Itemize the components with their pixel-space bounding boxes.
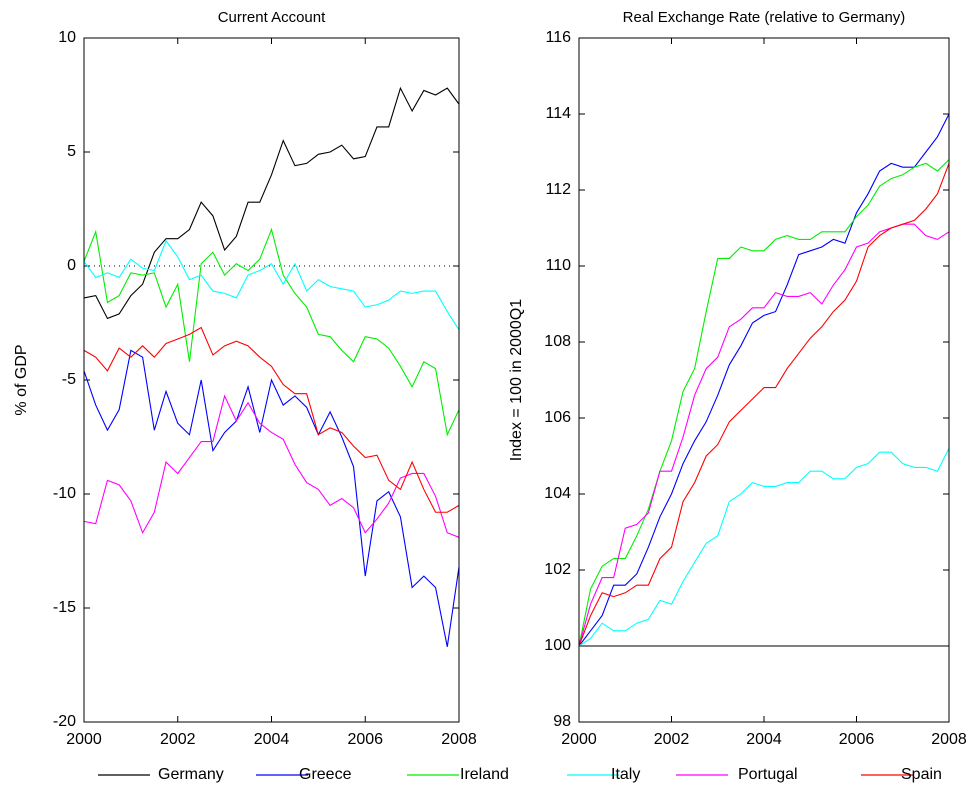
series-line xyxy=(83,86,460,320)
series-line xyxy=(83,394,460,538)
x-tick-label: 2000 xyxy=(561,731,597,748)
x-tick-label: 2006 xyxy=(347,731,383,748)
y-tick-label: -15 xyxy=(53,599,76,616)
legend-label: Spain xyxy=(901,766,942,783)
y-tick-label: 106 xyxy=(544,409,571,426)
y-tick-label: 98 xyxy=(553,713,571,730)
series-line xyxy=(578,448,950,647)
y-tick-label: -10 xyxy=(53,485,76,502)
legend-label: Ireland xyxy=(460,766,509,783)
x-tick-label: 2006 xyxy=(839,731,875,748)
series-line xyxy=(83,349,460,647)
series-line xyxy=(578,163,950,647)
series-line xyxy=(83,326,460,513)
y-tick-label: -5 xyxy=(62,371,76,388)
series-line xyxy=(578,113,950,647)
y-tick-label: 112 xyxy=(545,181,571,198)
chart-title: Current Account xyxy=(218,9,326,26)
y-tick-label: 110 xyxy=(545,257,571,274)
legend-label: Germany xyxy=(158,766,224,783)
y-tick-label: 116 xyxy=(545,29,571,46)
series-line xyxy=(83,239,460,331)
series-line xyxy=(578,159,950,647)
y-tick-label: 100 xyxy=(544,637,571,654)
x-tick-label: 2008 xyxy=(441,731,477,748)
legend-label: Portugal xyxy=(738,766,798,783)
plot-frame xyxy=(578,37,950,723)
legend-label: Greece xyxy=(299,766,352,783)
x-tick-label: 2002 xyxy=(654,731,690,748)
x-tick-label: 2004 xyxy=(746,731,782,748)
x-tick-label: 2004 xyxy=(254,731,290,748)
series-line xyxy=(83,227,460,437)
y-tick-label: 108 xyxy=(544,333,571,350)
y-tick-label: 10 xyxy=(58,29,76,46)
y-tick-label: 102 xyxy=(544,561,571,578)
y-tick-label: 5 xyxy=(67,143,76,160)
y-tick-label: 104 xyxy=(544,485,571,502)
y-axis-label: Index = 100 in 2000Q1 xyxy=(508,299,525,461)
y-axis-label: % of GDP xyxy=(13,344,30,415)
y-tick-label: 0 xyxy=(67,257,76,274)
y-tick-label: 114 xyxy=(545,105,571,122)
series-line xyxy=(578,223,950,647)
legend-label: Italy xyxy=(611,766,640,783)
x-tick-label: 2000 xyxy=(66,731,102,748)
x-tick-label: 2008 xyxy=(931,731,967,748)
chart-title: Real Exchange Rate (relative to Germany) xyxy=(623,9,906,26)
y-tick-label: -20 xyxy=(53,713,76,730)
plot-frame xyxy=(83,37,460,723)
x-tick-label: 2002 xyxy=(160,731,196,748)
